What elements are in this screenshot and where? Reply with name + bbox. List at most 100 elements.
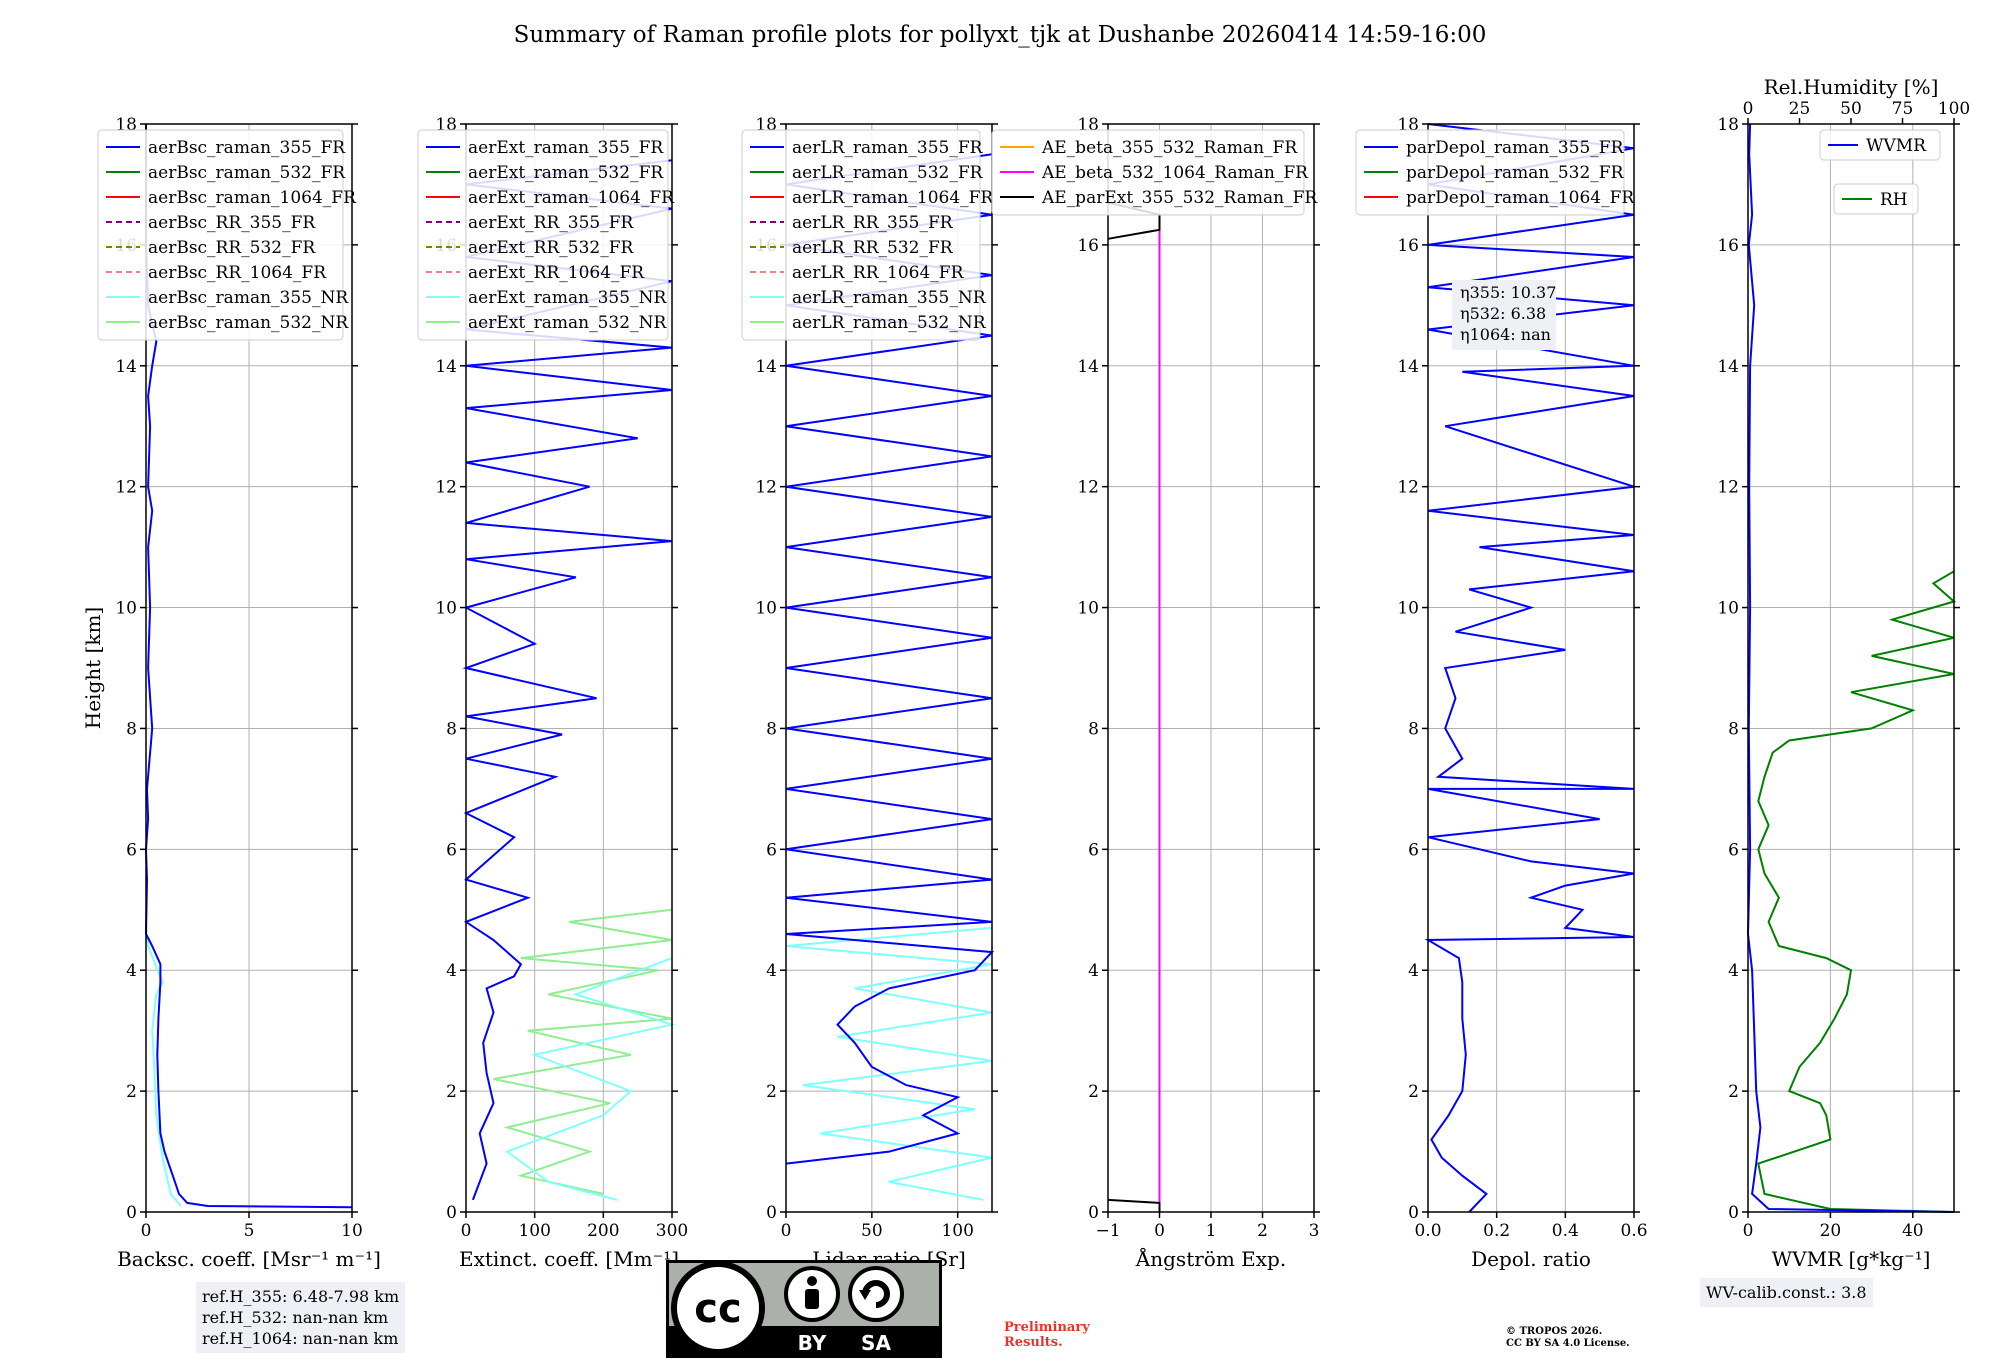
series-line <box>505 957 676 1201</box>
legend-label: aerExt_RR_1064_FR <box>468 263 645 283</box>
y-tick-label: 6 <box>126 840 137 860</box>
y-tick-label: 0 <box>1408 1203 1419 1223</box>
legend-label: aerExt_RR_532_FR <box>468 238 634 258</box>
cc-letters: cc <box>694 1286 741 1332</box>
chart-panel-3: 024681012141618050100Lidar ratio [Sr]aer… <box>741 115 998 1271</box>
y-tick-label: 0 <box>1088 1203 1099 1223</box>
legend-label: aerExt_raman_355_FR <box>468 138 664 158</box>
figure-title: Summary of Raman profile plots for polly… <box>513 22 1487 48</box>
y-tick-label: 8 <box>126 719 137 739</box>
y-tick-label: 2 <box>446 1082 457 1102</box>
y-tick-label: 0 <box>446 1203 457 1223</box>
x-tick-label: 0.2 <box>1483 1221 1510 1241</box>
x-tick-label: 0 <box>461 1221 472 1241</box>
y-tick-label: 10 <box>755 599 777 619</box>
x-axis-label: Depol. ratio <box>1471 1247 1591 1271</box>
x-tick-label: 5 <box>244 1221 255 1241</box>
legend-box <box>97 129 344 341</box>
y-tick-label: 4 <box>1408 961 1419 981</box>
annotation-box <box>1452 280 1556 350</box>
share-alike-arrow <box>862 1280 890 1308</box>
y-tick-label: 12 <box>1077 478 1099 498</box>
y-tick-label: 14 <box>1717 357 1739 377</box>
x-tick-label: 0 <box>1154 1221 1165 1241</box>
y-tick-label: 10 <box>115 599 137 619</box>
annotation-line: η532: 6.38 <box>1460 304 1546 323</box>
top-x-tick-label: 25 <box>1789 99 1811 119</box>
x-axis-label: Ångström Exp. <box>1135 1246 1286 1271</box>
copyright-line-2: CC BY SA 4.0 License. <box>1506 1338 1630 1349</box>
x-tick-label: 0.6 <box>1620 1221 1647 1241</box>
y-tick-label: 14 <box>115 357 137 377</box>
y-tick-label: 0 <box>1728 1203 1739 1223</box>
y-tick-label: 8 <box>1728 719 1739 739</box>
y-tick-label: 2 <box>766 1082 777 1102</box>
legend-box <box>991 129 1305 216</box>
y-tick-label: 4 <box>766 961 777 981</box>
y-tick-label: 12 <box>755 478 777 498</box>
share-alike-icon <box>848 1266 904 1322</box>
legend-label: aerLR_raman_532_NR <box>792 313 987 333</box>
legend-label: AE_beta_532_1064_Raman_FR <box>1041 163 1309 183</box>
ref-height-1064: ref.H_1064: nan-nan km <box>202 1329 399 1348</box>
axes-frame <box>1427 123 1635 1213</box>
y-tick-label: 4 <box>446 961 457 981</box>
y-tick-label: 4 <box>126 961 137 981</box>
y-tick-label: 14 <box>1397 357 1419 377</box>
preliminary-note: Preliminary Results. <box>1004 1320 1090 1350</box>
legend-label: aerBsc_RR_355_FR <box>148 213 316 233</box>
y-tick-label: 6 <box>446 840 457 860</box>
y-tick-label: 12 <box>115 478 137 498</box>
x-tick-label: 3 <box>1309 1221 1320 1241</box>
x-tick-label: 2 <box>1257 1221 1268 1241</box>
y-tick-label: 14 <box>1077 357 1099 377</box>
legend-label: RH <box>1880 190 1908 210</box>
x-tick-label: 0.4 <box>1552 1221 1579 1241</box>
legend-label: aerLR_raman_1064_FR <box>792 188 994 208</box>
x-tick-label: 0 <box>1743 1221 1754 1241</box>
y-tick-label: 10 <box>1717 599 1739 619</box>
legend-label: WVMR <box>1866 136 1927 156</box>
legend-label: aerExt_raman_532_NR <box>468 313 667 333</box>
x-axis-label: Extinct. coeff. [Mm⁻¹] <box>459 1247 679 1271</box>
y-tick-label: 10 <box>435 599 457 619</box>
x-tick-label: 100 <box>518 1221 550 1241</box>
y-tick-label: 6 <box>1408 840 1419 860</box>
wv-calib-text: WV-calib.const.: 3.8 <box>1706 1283 1867 1302</box>
series-line <box>1757 570 1957 1213</box>
legend-label: parDepol_raman_1064_FR <box>1406 188 1635 208</box>
y-tick-label: 0 <box>126 1203 137 1223</box>
series-line <box>145 927 182 1207</box>
legend-label: aerLR_raman_532_FR <box>792 163 984 183</box>
legend-label: aerBsc_RR_1064_FR <box>148 263 327 283</box>
chart-panel-2: 0246810121416180100200300Extinct. coeff.… <box>417 115 688 1271</box>
y-tick-label: 16 <box>1717 236 1739 256</box>
y-tick-label: 16 <box>1077 236 1099 256</box>
top-x-tick-label: 50 <box>1840 99 1862 119</box>
copyright-note: © TROPOS 2026. CC BY SA 4.0 License. <box>1506 1326 1630 1350</box>
series-line <box>1746 123 1955 1213</box>
preliminary-line-1: Preliminary <box>1004 1320 1090 1335</box>
legend-label: aerLR_raman_355_NR <box>792 288 987 308</box>
x-tick-label: 50 <box>861 1221 883 1241</box>
x-tick-label: 1 <box>1206 1221 1217 1241</box>
y-tick-label: 2 <box>1408 1082 1419 1102</box>
x-tick-label: 300 <box>656 1221 688 1241</box>
legend-label: aerExt_RR_355_FR <box>468 213 634 233</box>
legend-label: AE_parExt_355_532_Raman_FR <box>1041 188 1318 208</box>
top-x-tick-label: 75 <box>1892 99 1914 119</box>
y-tick-label: 6 <box>1728 840 1739 860</box>
y-tick-label: 0 <box>766 1203 777 1223</box>
axes-frame <box>785 123 993 1213</box>
ref-height-532: ref.H_532: nan-nan km <box>202 1308 389 1327</box>
cc-circle-icon <box>671 1261 765 1355</box>
attribution-body <box>805 1289 819 1309</box>
x-axis-label: Backsc. coeff. [Msr⁻¹ m⁻¹] <box>117 1247 381 1271</box>
legend-label: aerBsc_raman_355_NR <box>148 288 349 308</box>
y-tick-label: 6 <box>766 840 777 860</box>
y-tick-label: 4 <box>1088 961 1099 981</box>
